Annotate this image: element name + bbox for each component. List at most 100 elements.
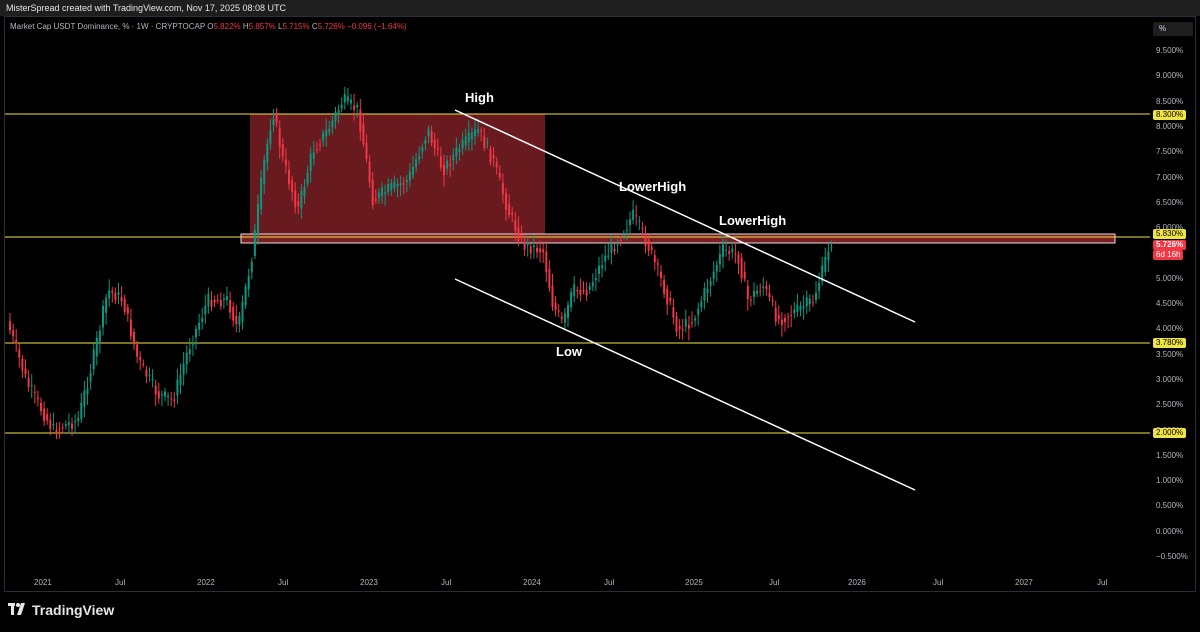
percent-label: % xyxy=(1159,24,1167,33)
candle-body xyxy=(697,308,700,315)
low-value: 5.715% xyxy=(282,22,310,31)
attribution-text: MisterSpread created with TradingView.co… xyxy=(6,3,286,13)
candle-body xyxy=(635,215,638,217)
candle-body xyxy=(802,306,805,309)
candle-body xyxy=(399,183,402,186)
candle-body xyxy=(604,255,607,262)
candle-body xyxy=(725,249,728,251)
candle-body xyxy=(272,119,275,125)
candle-body xyxy=(235,315,238,325)
candle-body xyxy=(452,154,455,161)
time-tick: 2027 xyxy=(1015,578,1033,587)
candle-body xyxy=(777,314,780,320)
tradingview-logo[interactable]: TradingView xyxy=(8,602,114,618)
candle-body xyxy=(297,201,300,207)
time-tick: 2024 xyxy=(523,578,541,587)
candle-body xyxy=(610,243,613,253)
candle-body xyxy=(281,144,284,157)
candle-body xyxy=(728,251,731,254)
candle-body xyxy=(266,143,269,163)
time-tick: Jul xyxy=(604,578,615,587)
level-tag-2: 2.000% xyxy=(1153,428,1187,438)
symbol-legend: Market Cap USDT Dominance, % · 1W · CRYP… xyxy=(10,22,407,31)
candle-body xyxy=(89,372,92,382)
candle-body xyxy=(185,352,188,365)
candle-body xyxy=(408,171,411,181)
price-axis[interactable]: 9.500% 9.000% 8.500% 8.000% 7.500% 7.000% 6.50… xyxy=(1150,17,1196,575)
candle-body xyxy=(514,220,517,231)
candle-body xyxy=(151,378,154,381)
candle-body xyxy=(486,142,489,144)
candle-body xyxy=(24,368,27,374)
candle-body xyxy=(523,241,526,250)
candle-body xyxy=(495,162,498,168)
candle-body xyxy=(455,147,458,157)
candle-body xyxy=(768,293,771,297)
time-tick: Jul xyxy=(115,578,126,587)
candle-body xyxy=(412,166,414,175)
candle-body xyxy=(303,187,306,196)
candle-body xyxy=(86,388,89,394)
candle-body xyxy=(554,302,557,310)
percent-scale-button[interactable]: % xyxy=(1153,22,1193,36)
candle-body xyxy=(244,286,247,306)
candle-body xyxy=(58,428,61,430)
candle-body xyxy=(625,229,628,231)
candle-body xyxy=(749,299,752,301)
candle-body xyxy=(229,300,232,313)
candle-body xyxy=(421,147,424,152)
candle-body xyxy=(718,254,721,265)
candle-body xyxy=(257,203,259,234)
candle-body xyxy=(780,319,783,325)
chart-area[interactable] xyxy=(4,16,1196,592)
candle-body xyxy=(666,288,669,305)
candle-body xyxy=(219,300,222,307)
candle-body xyxy=(74,421,77,423)
candle-body xyxy=(439,156,442,168)
time-tick: Jul xyxy=(1097,578,1108,587)
candle-body xyxy=(133,332,135,345)
candle-body xyxy=(250,261,253,273)
candle-body xyxy=(424,139,427,144)
candle-body xyxy=(160,394,163,396)
candle-body xyxy=(588,286,591,290)
candle-body xyxy=(703,288,706,301)
candle-body xyxy=(191,344,194,346)
candle-body xyxy=(117,292,120,295)
candle-body xyxy=(170,398,173,400)
price-tick: 8.000% xyxy=(1156,121,1184,131)
candle-body xyxy=(464,136,467,146)
candle-body xyxy=(790,314,793,316)
candle-body xyxy=(656,263,659,265)
time-axis[interactable]: 2021 Jul 2022 Jul 2023 Jul 2024 Jul 2025 Jul 2026 J… xyxy=(5,575,1150,591)
candle-body xyxy=(284,159,287,166)
candle-body xyxy=(722,244,724,257)
candle-body xyxy=(691,322,693,324)
candle-body xyxy=(359,109,362,132)
candle-body xyxy=(61,427,64,429)
candle-body xyxy=(467,132,470,143)
price-tick: 4.500% xyxy=(1156,299,1184,308)
annotation-high: High xyxy=(465,90,494,105)
candle-body xyxy=(195,328,197,338)
candle-body xyxy=(315,148,318,150)
candle-body xyxy=(263,160,266,185)
candle-body xyxy=(622,234,625,236)
candle-body xyxy=(526,242,529,246)
candle-body xyxy=(731,248,734,253)
candle-body xyxy=(340,104,343,109)
candle-body xyxy=(164,391,166,397)
candle-body xyxy=(560,316,563,320)
tradingview-logo-icon xyxy=(8,602,28,618)
price-tick: 0.000% xyxy=(1156,526,1184,536)
candle-body xyxy=(563,313,566,323)
candle-body xyxy=(154,385,157,395)
price-tick: 4.000% xyxy=(1156,324,1184,334)
candle-body xyxy=(71,423,73,429)
price-tick: 3.500% xyxy=(1156,349,1184,359)
candle-body xyxy=(647,240,650,251)
candle-body xyxy=(824,257,827,273)
price-tick: 3.000% xyxy=(1156,374,1184,384)
attribution-bar: MisterSpread created with TradingView.co… xyxy=(0,0,1200,16)
price-tick: 2.500% xyxy=(1156,400,1184,410)
